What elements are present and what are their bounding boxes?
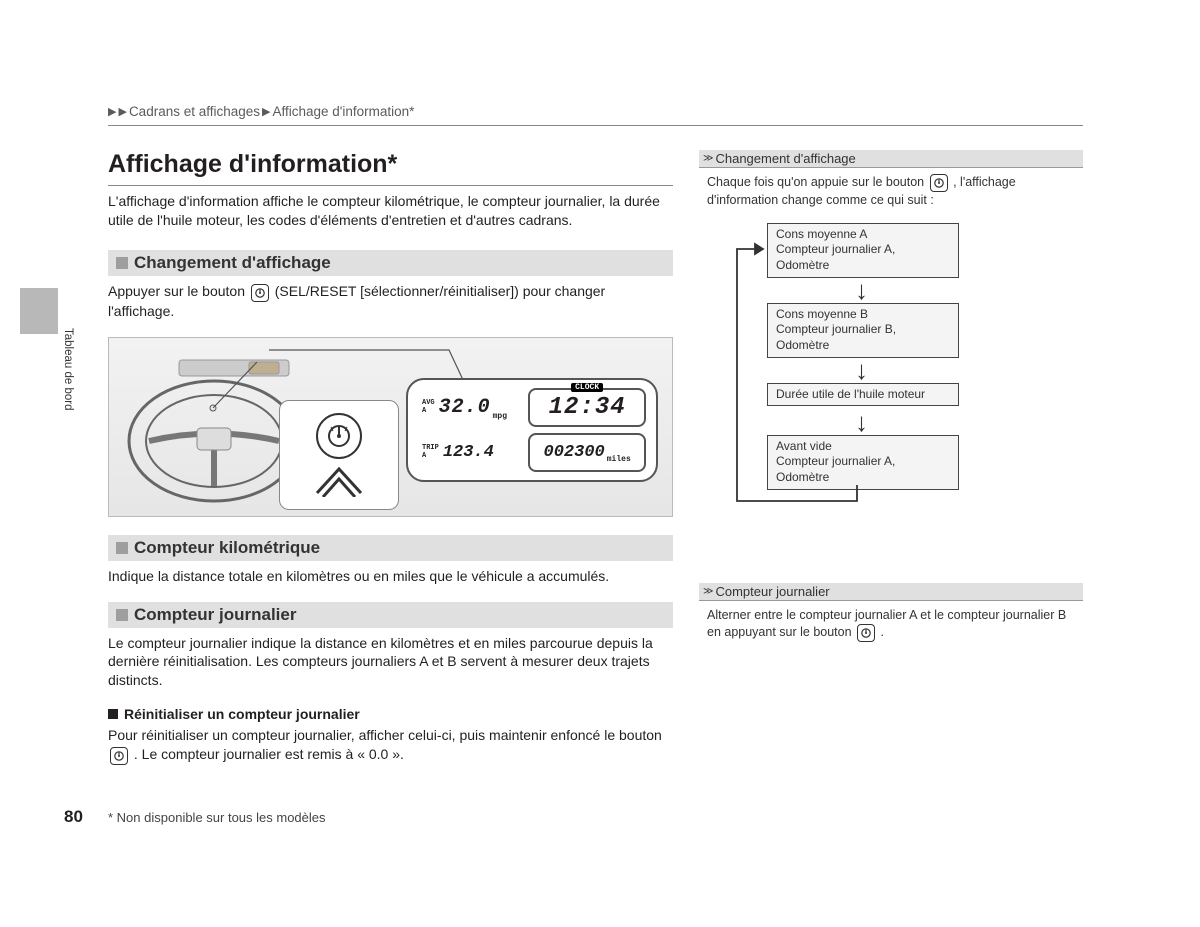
lcd-value: 123.4 — [443, 443, 494, 462]
sel-reset-button-icon — [930, 174, 948, 192]
section-header-tripmeter: Compteur journalier — [108, 602, 673, 628]
section-title: Changement d'affichage — [134, 253, 331, 273]
square-bullet-icon — [108, 709, 118, 719]
breadcrumb-part: Affichage d'information* — [273, 104, 415, 119]
side-note-header: ≫ Compteur journalier — [699, 583, 1083, 601]
subsection-title: Réinitialiser un compteur journalier — [124, 706, 360, 722]
text-fragment: Alterner entre le compteur journalier A … — [707, 608, 1066, 639]
lcd-value: 002300 — [544, 443, 605, 462]
side-note-header: ≫ Changement d'affichage — [699, 150, 1083, 168]
text-fragment: Appuyer sur le bouton — [108, 283, 249, 299]
square-bullet-icon — [116, 257, 128, 269]
lcd-unit: miles — [607, 455, 631, 464]
lcd-label: AVG — [422, 399, 435, 407]
press-up-arrow-icon — [309, 463, 369, 497]
lcd-clock-label: CLOCK — [571, 383, 603, 392]
page-title: Affichage d'information* — [108, 150, 673, 186]
dashboard-illustration: AVGA 32.0 mpg CLOCK 12:34 TRIPA 123.4 00… — [108, 337, 673, 517]
breadcrumb: ▶ ▶ Cadrans et affichages ▶ Affichage d'… — [108, 104, 1083, 126]
section-body: Indique la distance totale en kilomètres… — [108, 567, 673, 586]
manual-page: ▶ ▶ Cadrans et affichages ▶ Affichage d'… — [0, 0, 1200, 927]
lcd-clock-cell: CLOCK 12:34 — [528, 388, 646, 427]
side-note-title: Changement d'affichage — [715, 151, 855, 166]
side-note-text: Chaque fois qu'on appuie sur le bouton ,… — [699, 168, 1083, 215]
section-header-odometer: Compteur kilométrique — [108, 535, 673, 561]
section-body: Appuyer sur le bouton (SEL/RESET [sélect… — [108, 282, 673, 321]
sel-reset-button-icon — [857, 624, 875, 642]
subsection-header: Réinitialiser un compteur journalier — [108, 706, 673, 722]
side-column: ≫ Changement d'affichage Chaque fois qu'… — [699, 150, 1083, 781]
display-cycle-diagram: Cons moyenne ACompteur journalier A,Odom… — [707, 223, 1067, 523]
info-display-lcd: AVGA 32.0 mpg CLOCK 12:34 TRIPA 123.4 00… — [406, 378, 658, 482]
side-note-text: Alterner entre le compteur journalier A … — [699, 601, 1083, 648]
section-body: Le compteur journalier indique la distan… — [108, 634, 673, 691]
square-bullet-icon — [116, 609, 128, 621]
breadcrumb-part: Cadrans et affichages — [129, 104, 260, 119]
side-note-title: Compteur journalier — [715, 584, 829, 599]
chevron-icon: ▶ — [118, 105, 126, 118]
text-fragment: Chaque fois qu'on appuie sur le bouton — [707, 175, 928, 189]
lcd-trip-cell: TRIPA 123.4 — [418, 433, 520, 472]
text-fragment: Pour réinitialiser un compteur journalie… — [108, 727, 662, 743]
lcd-label: TRIP — [422, 444, 439, 452]
chevron-icon: ≫ — [703, 586, 713, 597]
square-bullet-icon — [116, 542, 128, 554]
lcd-value: 32.0 — [439, 396, 491, 419]
section-title: Compteur journalier — [134, 605, 296, 625]
page-number: 80 — [64, 807, 83, 827]
lcd-unit: mpg — [493, 412, 507, 421]
text-fragment: . Le compteur journalier est remis à « 0… — [134, 746, 404, 762]
sel-reset-dial-icon — [316, 413, 362, 459]
footnote: * Non disponible sur tous les modèles — [108, 810, 326, 825]
main-column: Affichage d'information* L'affichage d'i… — [108, 150, 673, 781]
chevron-icon: ≫ — [703, 153, 713, 164]
sel-reset-button-icon — [251, 284, 269, 302]
subsection-body: Pour réinitialiser un compteur journalie… — [108, 726, 673, 765]
button-press-diagram — [279, 400, 399, 510]
cycle-return-line — [707, 223, 1067, 523]
lcd-avg-cell: AVGA 32.0 mpg — [418, 388, 520, 427]
lcd-odometer-cell: 002300 miles — [528, 433, 646, 472]
sel-reset-button-icon — [110, 747, 128, 765]
chevron-icon: ▶ — [262, 105, 270, 118]
chapter-tab-label: Tableau de bord — [62, 328, 74, 410]
lcd-sublabel: A — [422, 452, 426, 460]
section-title: Compteur kilométrique — [134, 538, 320, 558]
text-fragment: . — [881, 625, 884, 639]
lcd-clock-value: 12:34 — [549, 394, 626, 421]
section-header-changement: Changement d'affichage — [108, 250, 673, 276]
intro-text: L'affichage d'information affiche le com… — [108, 192, 673, 230]
connector-line-icon — [209, 358, 269, 418]
lcd-sublabel: A — [422, 407, 426, 415]
chapter-tab — [20, 288, 58, 334]
chevron-icon: ▶ — [108, 105, 116, 118]
